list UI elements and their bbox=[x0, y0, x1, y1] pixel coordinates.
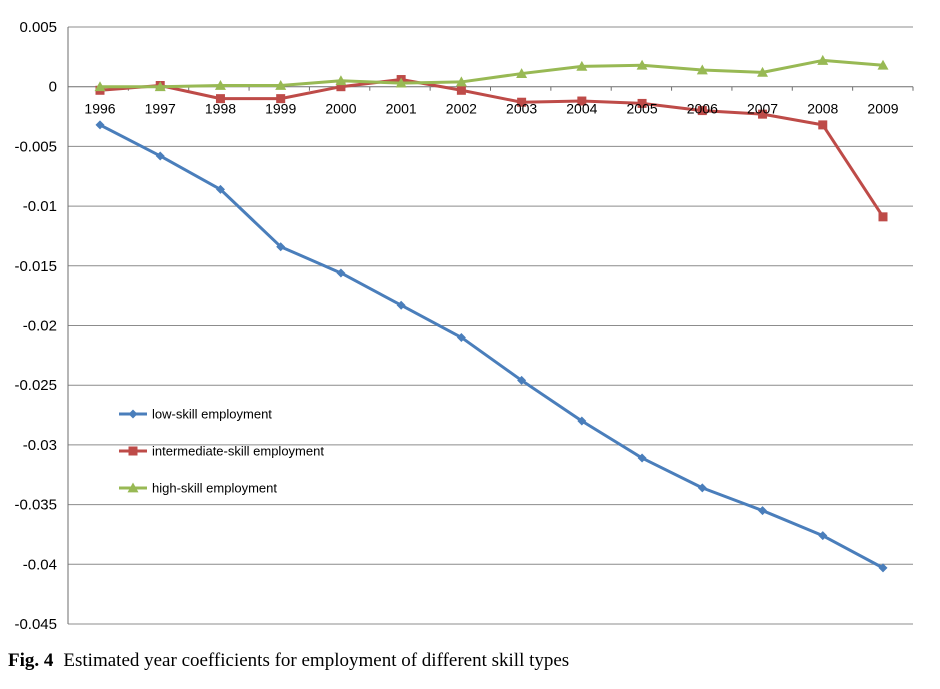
intermediate-skill-legend-label: intermediate-skill employment bbox=[152, 444, 324, 459]
high-skill-legend-label: high-skill employment bbox=[152, 481, 277, 496]
low-skill-point bbox=[336, 268, 346, 278]
figure-label: Fig. 4 bbox=[8, 650, 54, 671]
y-tick-label: -0.045 bbox=[14, 616, 57, 633]
low-skill-point bbox=[276, 242, 286, 252]
series-lines bbox=[94, 54, 889, 573]
low-skill-point bbox=[95, 120, 105, 130]
low-skill-point bbox=[456, 332, 466, 342]
high-skill-point bbox=[817, 54, 829, 65]
x-tick-label: 1998 bbox=[205, 101, 236, 117]
x-tick-label: 2006 bbox=[687, 101, 718, 117]
x-tick-label: 2001 bbox=[386, 101, 417, 117]
y-tick-label: -0.02 bbox=[23, 318, 57, 335]
intermediate-skill-point bbox=[336, 82, 346, 92]
x-tick-label: 2008 bbox=[807, 101, 838, 117]
intermediate-skill-point bbox=[577, 96, 587, 106]
low-skill-point bbox=[758, 506, 768, 516]
x-tick-labels: 1996 1997 1998 1999 2000 2001 2002 2003 2004 2005… bbox=[84, 101, 898, 117]
x-tick-label: 1996 bbox=[84, 101, 115, 117]
y-tick-label: -0.035 bbox=[14, 497, 57, 514]
high-skill-point bbox=[275, 80, 287, 90]
high-skill-point bbox=[696, 64, 708, 75]
x-tick-label: 2009 bbox=[867, 101, 898, 117]
intermediate-skill-point bbox=[276, 94, 286, 104]
intermediate-skill-point bbox=[517, 97, 527, 107]
high-skill-point bbox=[395, 77, 407, 88]
intermediate-skill-point bbox=[818, 120, 828, 130]
high-skill-point bbox=[877, 59, 889, 70]
high-skill-point bbox=[214, 80, 226, 90]
intermediate-skill-legend-marker bbox=[128, 446, 138, 456]
high-skill-point bbox=[455, 76, 467, 87]
y-tick-label: -0.015 bbox=[14, 258, 57, 275]
high-skill-series-line bbox=[100, 58, 884, 89]
high-skill-point bbox=[757, 66, 769, 77]
high-skill-point bbox=[154, 81, 166, 92]
x-tick-label: 2002 bbox=[446, 101, 477, 117]
x-tick-label: 2005 bbox=[626, 101, 657, 117]
intermediate-skill-point bbox=[215, 94, 225, 104]
intermediate-skill-point bbox=[758, 109, 768, 119]
intermediate-skill-point bbox=[637, 98, 647, 108]
low-skill-point bbox=[878, 563, 888, 573]
high-skill-point bbox=[516, 68, 528, 78]
y-tick-label: 0 bbox=[49, 79, 57, 96]
y-tick-label: -0.01 bbox=[23, 198, 57, 215]
x-tick-label: 2007 bbox=[747, 101, 778, 117]
x-tick-label: 2003 bbox=[506, 101, 537, 117]
x-tick-label: 2004 bbox=[566, 101, 597, 117]
low-skill-legend-marker bbox=[128, 409, 138, 419]
intermediate-skill-point bbox=[878, 212, 888, 222]
x-tick-label: 1997 bbox=[145, 101, 176, 117]
line-chart: 0.005 0 -0.005 -0.01 -0.015 -0.02 -0.025 -0.03 -… bbox=[14, 19, 914, 633]
low-skill-point bbox=[396, 300, 406, 310]
legend: low-skill employment intermediate-skill e… bbox=[119, 407, 324, 496]
gridlines bbox=[68, 26, 913, 625]
low-skill-legend-label: low-skill employment bbox=[152, 407, 272, 422]
x-tick-label: 2000 bbox=[325, 101, 356, 117]
y-tick-labels: 0.005 0 -0.005 -0.01 -0.015 -0.02 -0.025 -0.03 -… bbox=[14, 19, 57, 633]
high-skill-point bbox=[94, 81, 106, 92]
low-skill-point bbox=[215, 184, 225, 194]
low-skill-point bbox=[818, 531, 828, 541]
high-skill-point bbox=[335, 75, 347, 86]
low-skill-series-line bbox=[99, 123, 884, 570]
y-tick-label: -0.03 bbox=[23, 437, 57, 454]
y-tick-label: -0.025 bbox=[14, 377, 57, 394]
low-skill-point bbox=[637, 453, 647, 463]
y-tick-label: -0.005 bbox=[14, 138, 57, 155]
intermediate-skill-point bbox=[456, 85, 466, 95]
figure-caption-text: Estimated year coefficients for employme… bbox=[63, 650, 570, 671]
high-skill-legend-marker bbox=[127, 482, 139, 493]
low-skill-point bbox=[155, 151, 165, 161]
low-skill-point bbox=[697, 483, 707, 493]
high-skill-point bbox=[576, 60, 588, 71]
high-skill-point bbox=[636, 59, 648, 70]
figure-caption: Fig. 4 Estimated year coefficients for em… bbox=[8, 650, 569, 672]
y-tick-label: 0.005 bbox=[19, 19, 57, 36]
intermediate-skill-series-line bbox=[99, 78, 885, 218]
low-skill-point bbox=[577, 416, 587, 426]
y-tick-label: -0.04 bbox=[23, 556, 57, 573]
low-skill-point bbox=[517, 375, 527, 385]
x-tick-label: 1999 bbox=[265, 101, 296, 117]
intermediate-skill-point bbox=[697, 106, 707, 116]
